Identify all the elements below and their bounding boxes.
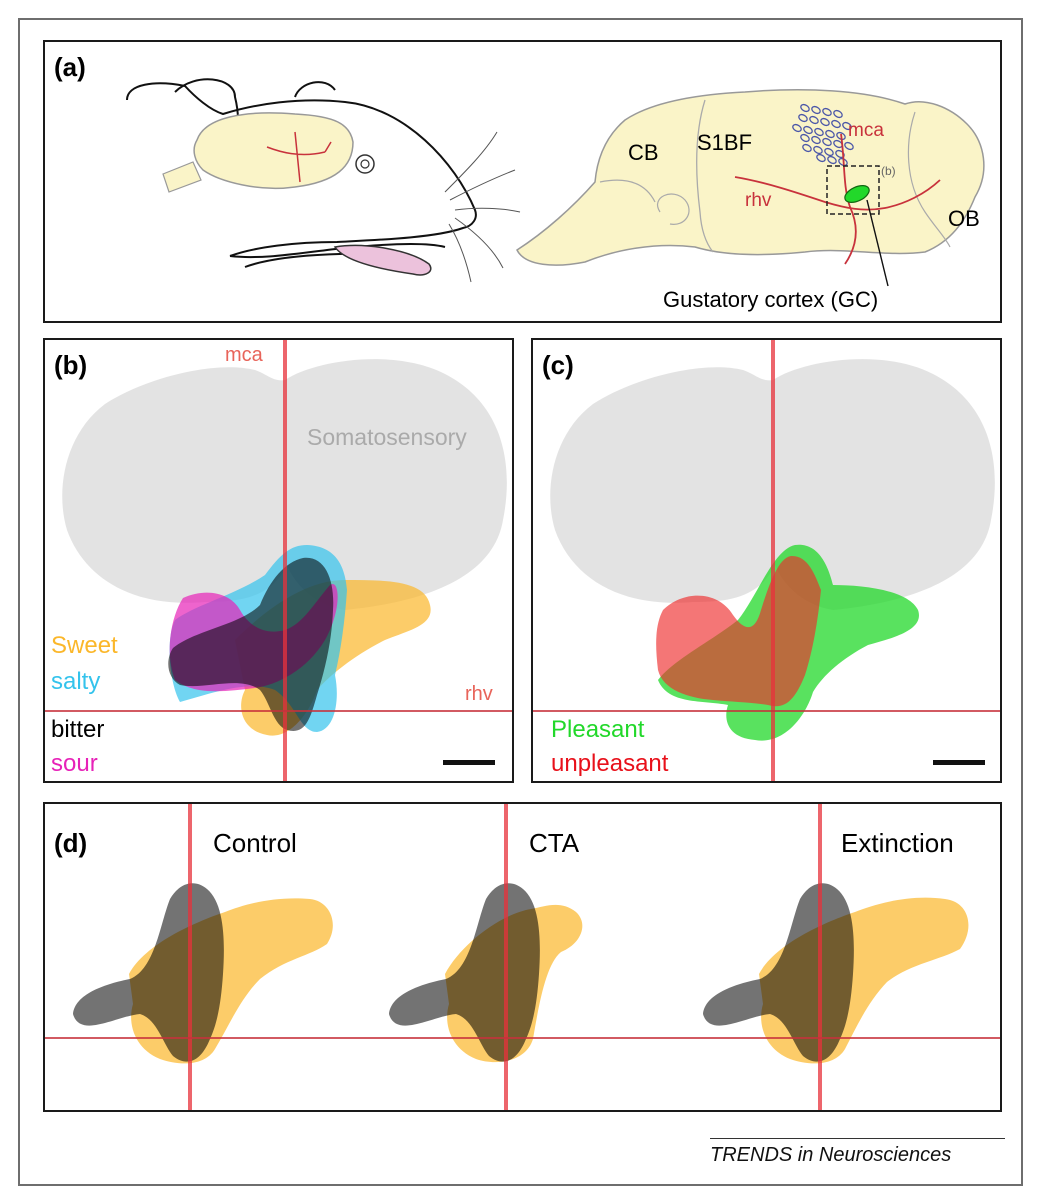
brain-lateral-outline	[516, 88, 985, 266]
label-rhv: rhv	[745, 190, 772, 211]
barrel	[824, 147, 834, 157]
barrel	[809, 115, 819, 125]
barrel	[822, 107, 832, 117]
panel-a-drawing	[126, 78, 985, 287]
rat-tongue	[333, 244, 432, 276]
barrel	[844, 141, 854, 151]
barrel	[842, 121, 852, 131]
rhv-vessel	[734, 176, 941, 211]
legend-pleasant: Pleasant	[551, 716, 645, 743]
barrel	[811, 135, 821, 145]
barrel	[803, 125, 813, 135]
condition-label-control: Control	[213, 828, 297, 858]
label-ob: OB	[948, 206, 980, 231]
label-gustatory-cortex: Gustatory cortex (GC)	[663, 287, 879, 312]
barrel	[827, 155, 837, 165]
barrel	[820, 117, 830, 127]
bitter-region	[168, 557, 334, 731]
brain-ob-border	[907, 111, 951, 248]
rat-eye	[355, 154, 375, 174]
panel-a: (a) CB S1BF mca rhv OB (b) Gustatory cor…	[43, 40, 1002, 323]
label-rhv-b: rhv	[465, 683, 493, 705]
barrel	[831, 119, 841, 129]
rat-whiskers	[444, 131, 521, 283]
mca-vessel	[840, 133, 857, 265]
unpleasant-region	[656, 555, 821, 707]
brain-brainstem-detail	[657, 193, 690, 225]
gustatory-cortex-marker	[844, 185, 870, 203]
legend-bitter: bitter	[51, 716, 105, 743]
barrel	[822, 137, 832, 147]
panel-a-tag: (a)	[54, 52, 86, 82]
label-s1bf: S1BF	[697, 130, 753, 155]
barrel	[814, 127, 824, 137]
label-somatosensory: Somatosensory	[307, 424, 467, 450]
credit-rule	[710, 1138, 1005, 1139]
condition-cta-map	[389, 804, 583, 1110]
barrel	[800, 103, 810, 113]
label-mca: mca	[848, 120, 884, 141]
panel-d-tag: (d)	[54, 828, 88, 858]
label-mca-b: mca	[225, 344, 263, 366]
journal-credit: TRENDS in Neurosciences	[710, 1144, 952, 1166]
figure-frame	[18, 18, 1023, 1186]
legend-sour: sour	[51, 750, 98, 777]
barrel	[792, 123, 802, 133]
panel-c-tag: (c)	[542, 350, 574, 380]
barrel	[798, 113, 808, 123]
label-inset-b: (b)	[881, 164, 896, 178]
scale-bar-c	[933, 760, 985, 765]
barrel	[836, 131, 846, 141]
panel-c-drawing	[533, 340, 1000, 781]
inset-box-b	[826, 165, 880, 215]
condition-label-cta: CTA	[529, 828, 580, 858]
panel-d: (d) Control CTA Extinction	[43, 802, 1002, 1112]
rat-brain-vessels	[266, 131, 332, 183]
legend-unpleasant: unpleasant	[551, 750, 669, 777]
legend-salty: salty	[51, 668, 101, 695]
barrel	[800, 133, 810, 143]
panel-b-drawing	[45, 340, 512, 781]
barrel	[838, 157, 848, 167]
barrel	[802, 143, 812, 153]
rat-brain-outline	[193, 112, 354, 190]
condition-extinction-map	[703, 804, 969, 1110]
barrel	[816, 153, 826, 163]
barrel	[811, 105, 821, 115]
label-cb: CB	[628, 140, 659, 165]
rat-olfactory	[162, 161, 202, 193]
condition-control-map	[73, 804, 333, 1110]
panel-b: (b) mca Somatosensory rhv Sweet salty bi…	[43, 338, 514, 783]
panel-c: (c) Pleasant unpleasant	[531, 338, 1002, 783]
barrel	[813, 145, 823, 155]
panel-d-drawing	[45, 804, 1000, 1110]
valence-map-blobs	[656, 544, 919, 741]
barrel	[833, 109, 843, 119]
barrel	[825, 129, 835, 139]
legend-sweet: Sweet	[51, 632, 118, 659]
panel-b-tag: (b)	[54, 350, 88, 380]
gc-pointer-line	[866, 199, 889, 287]
brain-cerebellum-border	[696, 99, 714, 253]
scale-bar	[443, 760, 495, 765]
condition-label-extinction: Extinction	[841, 828, 954, 858]
